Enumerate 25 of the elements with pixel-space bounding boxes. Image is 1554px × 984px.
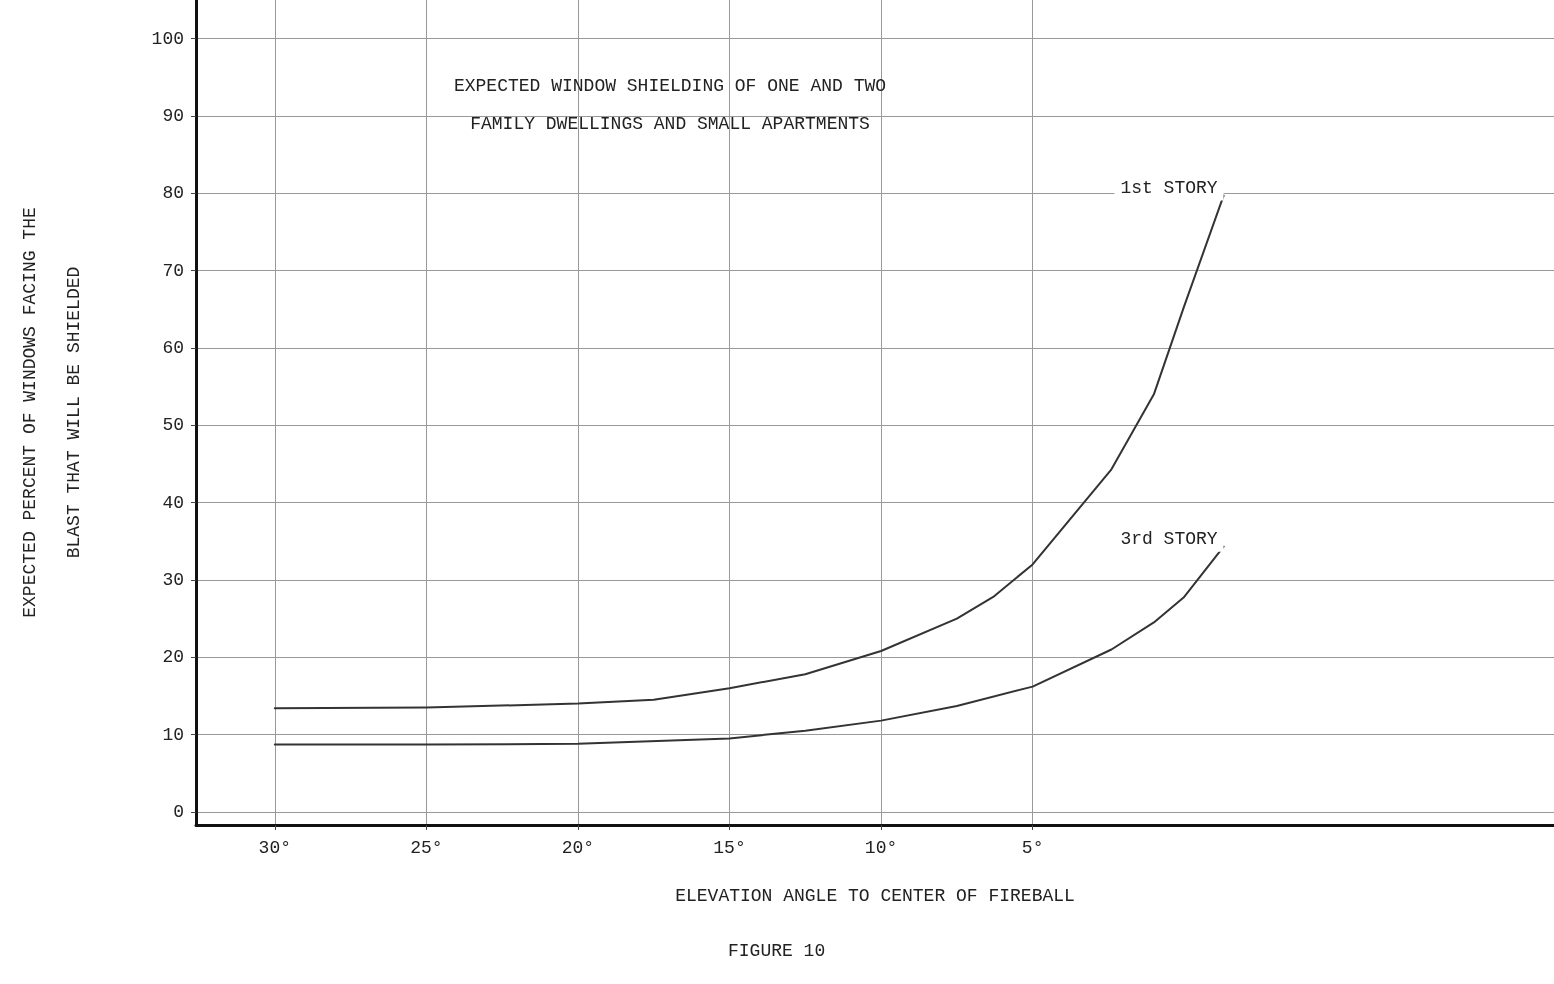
x-tick-label: 10°	[864, 838, 898, 858]
y-tick-label: 40	[162, 492, 184, 513]
text: EXPECTED PERCENT OF WINDOWS FACING THE BLAST THAT WILL BE SHIELDED	[20, 207, 84, 618]
y-tick-label: 60	[162, 337, 184, 358]
caption: FIGURE 10	[728, 941, 826, 961]
x-tick-label: 5°	[1021, 838, 1044, 858]
x-axis-title: ELEVATION ANGLE TO CENTER OF FIREBALL	[675, 886, 1075, 906]
y-tick-label: 20	[162, 647, 184, 668]
x-tick-label: 15°	[713, 838, 746, 858]
line-series	[273, 545, 1225, 746]
line-series	[273, 194, 1225, 710]
y-tick-label: 80	[162, 183, 184, 204]
y-tick-label: 70	[162, 260, 184, 281]
series-label: 1st STORY	[1120, 177, 1218, 198]
x-tick-label: 25°	[410, 838, 443, 858]
text: EXPECTED WINDOW SHIELDING OF ONE AND TWO FAMILY DWELLINGS AND SMALL APARTMENTS	[453, 76, 887, 134]
y-tick-label: 100	[151, 28, 184, 49]
x-tick-label: 30°	[258, 838, 292, 858]
y-tick-label: 50	[162, 415, 184, 436]
y-tick-label: 90	[162, 105, 184, 126]
y-tick-label: 30	[162, 569, 184, 590]
series-label: 3rd STORY	[1120, 528, 1218, 549]
y-tick-label: 10	[162, 724, 184, 745]
x-tick-label: 20°	[561, 838, 595, 858]
y-tick-label: 0	[173, 801, 184, 822]
